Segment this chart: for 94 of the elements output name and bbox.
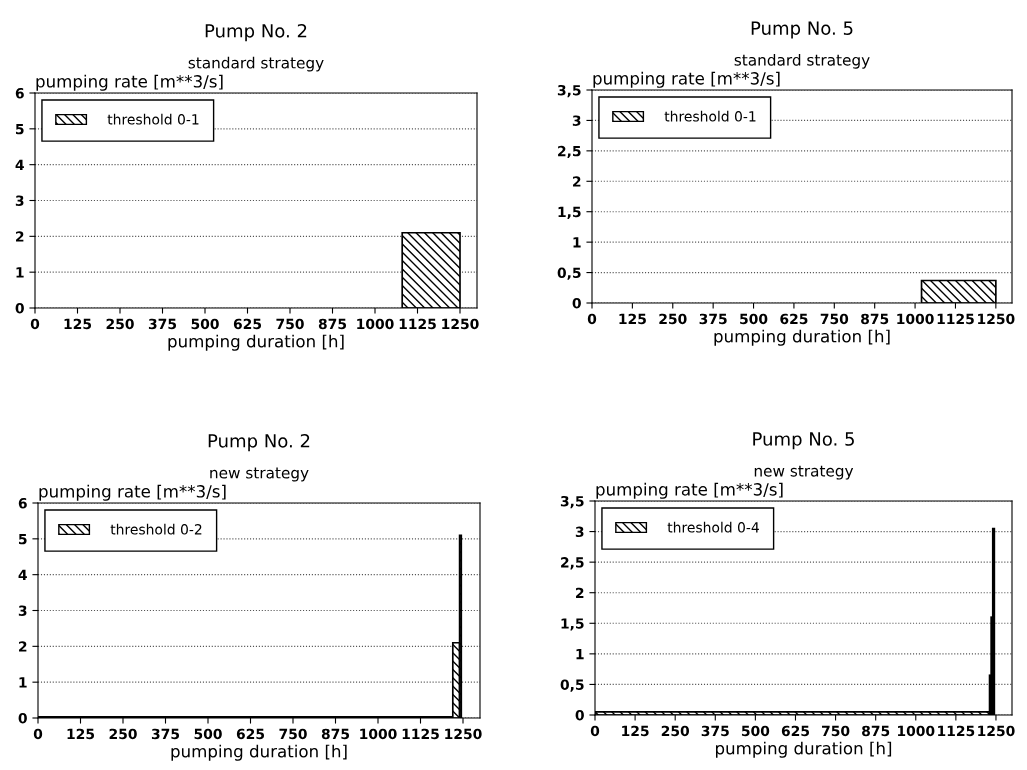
y-tick-label: 0 (15, 302, 24, 314)
y-tick-label: 2 (573, 176, 581, 187)
x-tick-label: 250 (659, 313, 687, 325)
x-tick-label: 750 (279, 728, 307, 740)
x-tick-label: 250 (109, 728, 137, 740)
chart-title: Pump No. 5 (751, 21, 853, 39)
x-tick-label: 0 (587, 313, 597, 325)
x-tick-label: 875 (321, 728, 350, 740)
x-tick-label: 1250 (978, 725, 1015, 737)
x-tick-label: 625 (781, 725, 810, 737)
y-tick-label: 0 (572, 297, 581, 309)
y-tick-label: 3 (15, 195, 24, 206)
legend-label: threshold 0-4 (667, 521, 759, 533)
x-tick-label: 0 (33, 728, 43, 740)
x-tick-label: 125 (622, 725, 649, 737)
x-tick-label: 1000 (898, 725, 935, 737)
chart-subtitle: new strategy (754, 465, 854, 480)
x-tick-label: 0 (30, 318, 40, 330)
x-tick-label: 750 (822, 725, 850, 737)
x-tick-label: 1125 (402, 728, 439, 740)
x-tick-label: 875 (861, 313, 889, 325)
y-axis-title: pumping rate [m**3/s] (596, 482, 783, 499)
x-tick-label: 1125 (399, 318, 436, 330)
chart-title: Pump No. 2 (208, 433, 310, 452)
y-tick-label: 3 (18, 605, 27, 616)
y-tick-label: 3 (575, 526, 584, 538)
x-axis-title: pumping duration [h] (714, 329, 890, 346)
x-tick-label: 875 (318, 318, 347, 330)
legend-label: threshold 0-2 (110, 523, 202, 535)
y-axis-title: pumping rate [m**3/s] (593, 71, 780, 88)
chart-subtitle: standard strategy (188, 56, 324, 72)
x-tick-label: 750 (820, 313, 849, 325)
x-tick-label: 125 (619, 313, 646, 325)
y-tick-label: 6 (15, 87, 24, 99)
legend-label: threshold 0-1 (107, 113, 199, 125)
y-tick-label: 2 (576, 587, 584, 598)
x-tick-label: 500 (194, 728, 222, 740)
y-tick-label: 0,5 (560, 679, 584, 692)
x-tick-label: 375 (699, 313, 727, 325)
y-tick-label: 2 (19, 641, 27, 652)
x-tick-label: 125 (67, 728, 95, 740)
y-axis-title: pumping rate [m**3/s] (39, 484, 226, 501)
y-tick-label: 2,5 (561, 557, 584, 570)
y-tick-label: 1 (576, 649, 584, 660)
y-tick-label: 5 (18, 533, 27, 545)
x-tick-label: 625 (780, 313, 808, 325)
y-tick-label: 1,5 (558, 206, 581, 219)
y-tick-label: 1,5 (561, 618, 584, 631)
y-tick-label: 6 (18, 497, 27, 509)
chart-subtitle: new strategy (210, 467, 309, 482)
y-tick-label: 1 (19, 677, 27, 688)
x-tick-label: 250 (106, 318, 134, 330)
x-tick-label: 1000 (897, 313, 934, 325)
x-tick-label: 0 (590, 725, 600, 737)
x-tick-label: 250 (661, 725, 690, 737)
y-tick-label: 4 (15, 159, 24, 170)
y-tick-label: 0 (18, 712, 27, 724)
x-tick-label: 1250 (442, 318, 479, 330)
x-tick-label: 750 (276, 318, 304, 330)
legend-label: threshold 0-1 (664, 110, 756, 122)
x-tick-label: 500 (191, 318, 219, 330)
y-tick-label: 0 (575, 709, 584, 721)
x-tick-label: 375 (151, 728, 180, 740)
x-tick-label: 375 (701, 725, 729, 737)
y-tick-label: 4 (18, 569, 27, 580)
x-axis-title: pumping duration [h] (171, 744, 347, 761)
chart-subtitle: standard strategy (734, 53, 870, 69)
y-tick-label: 1 (573, 237, 581, 248)
x-tick-label: 1000 (360, 728, 397, 740)
x-tick-label: 1250 (978, 313, 1015, 325)
y-tick-label: 1 (16, 267, 24, 278)
x-tick-label: 1125 (938, 725, 975, 737)
x-tick-label: 1000 (357, 318, 394, 330)
y-tick-label: 2 (16, 231, 24, 242)
x-tick-label: 875 (862, 725, 890, 737)
y-tick-label: 0,5 (557, 267, 581, 280)
x-axis-title: pumping duration [h] (716, 741, 892, 758)
x-tick-label: 125 (64, 318, 92, 330)
x-tick-label: 625 (236, 728, 265, 740)
x-tick-label: 625 (233, 318, 262, 330)
y-tick-label: 3,5 (560, 495, 584, 509)
x-axis-title: pumping duration [h] (168, 334, 344, 351)
x-tick-label: 375 (148, 318, 177, 330)
y-tick-label: 2,5 (558, 145, 581, 159)
x-tick-label: 500 (740, 313, 768, 325)
chart-title: Pump No. 2 (205, 23, 307, 42)
chart-title: Pump No. 5 (753, 432, 854, 450)
y-tick-label: 3,5 (557, 84, 581, 98)
y-axis-title: pumping rate [m**3/s] (36, 74, 223, 91)
x-tick-label: 1250 (445, 728, 482, 740)
x-tick-label: 1125 (937, 313, 974, 325)
y-tick-label: 5 (15, 123, 24, 135)
y-tick-label: 3 (572, 115, 581, 126)
x-tick-label: 500 (741, 725, 770, 737)
